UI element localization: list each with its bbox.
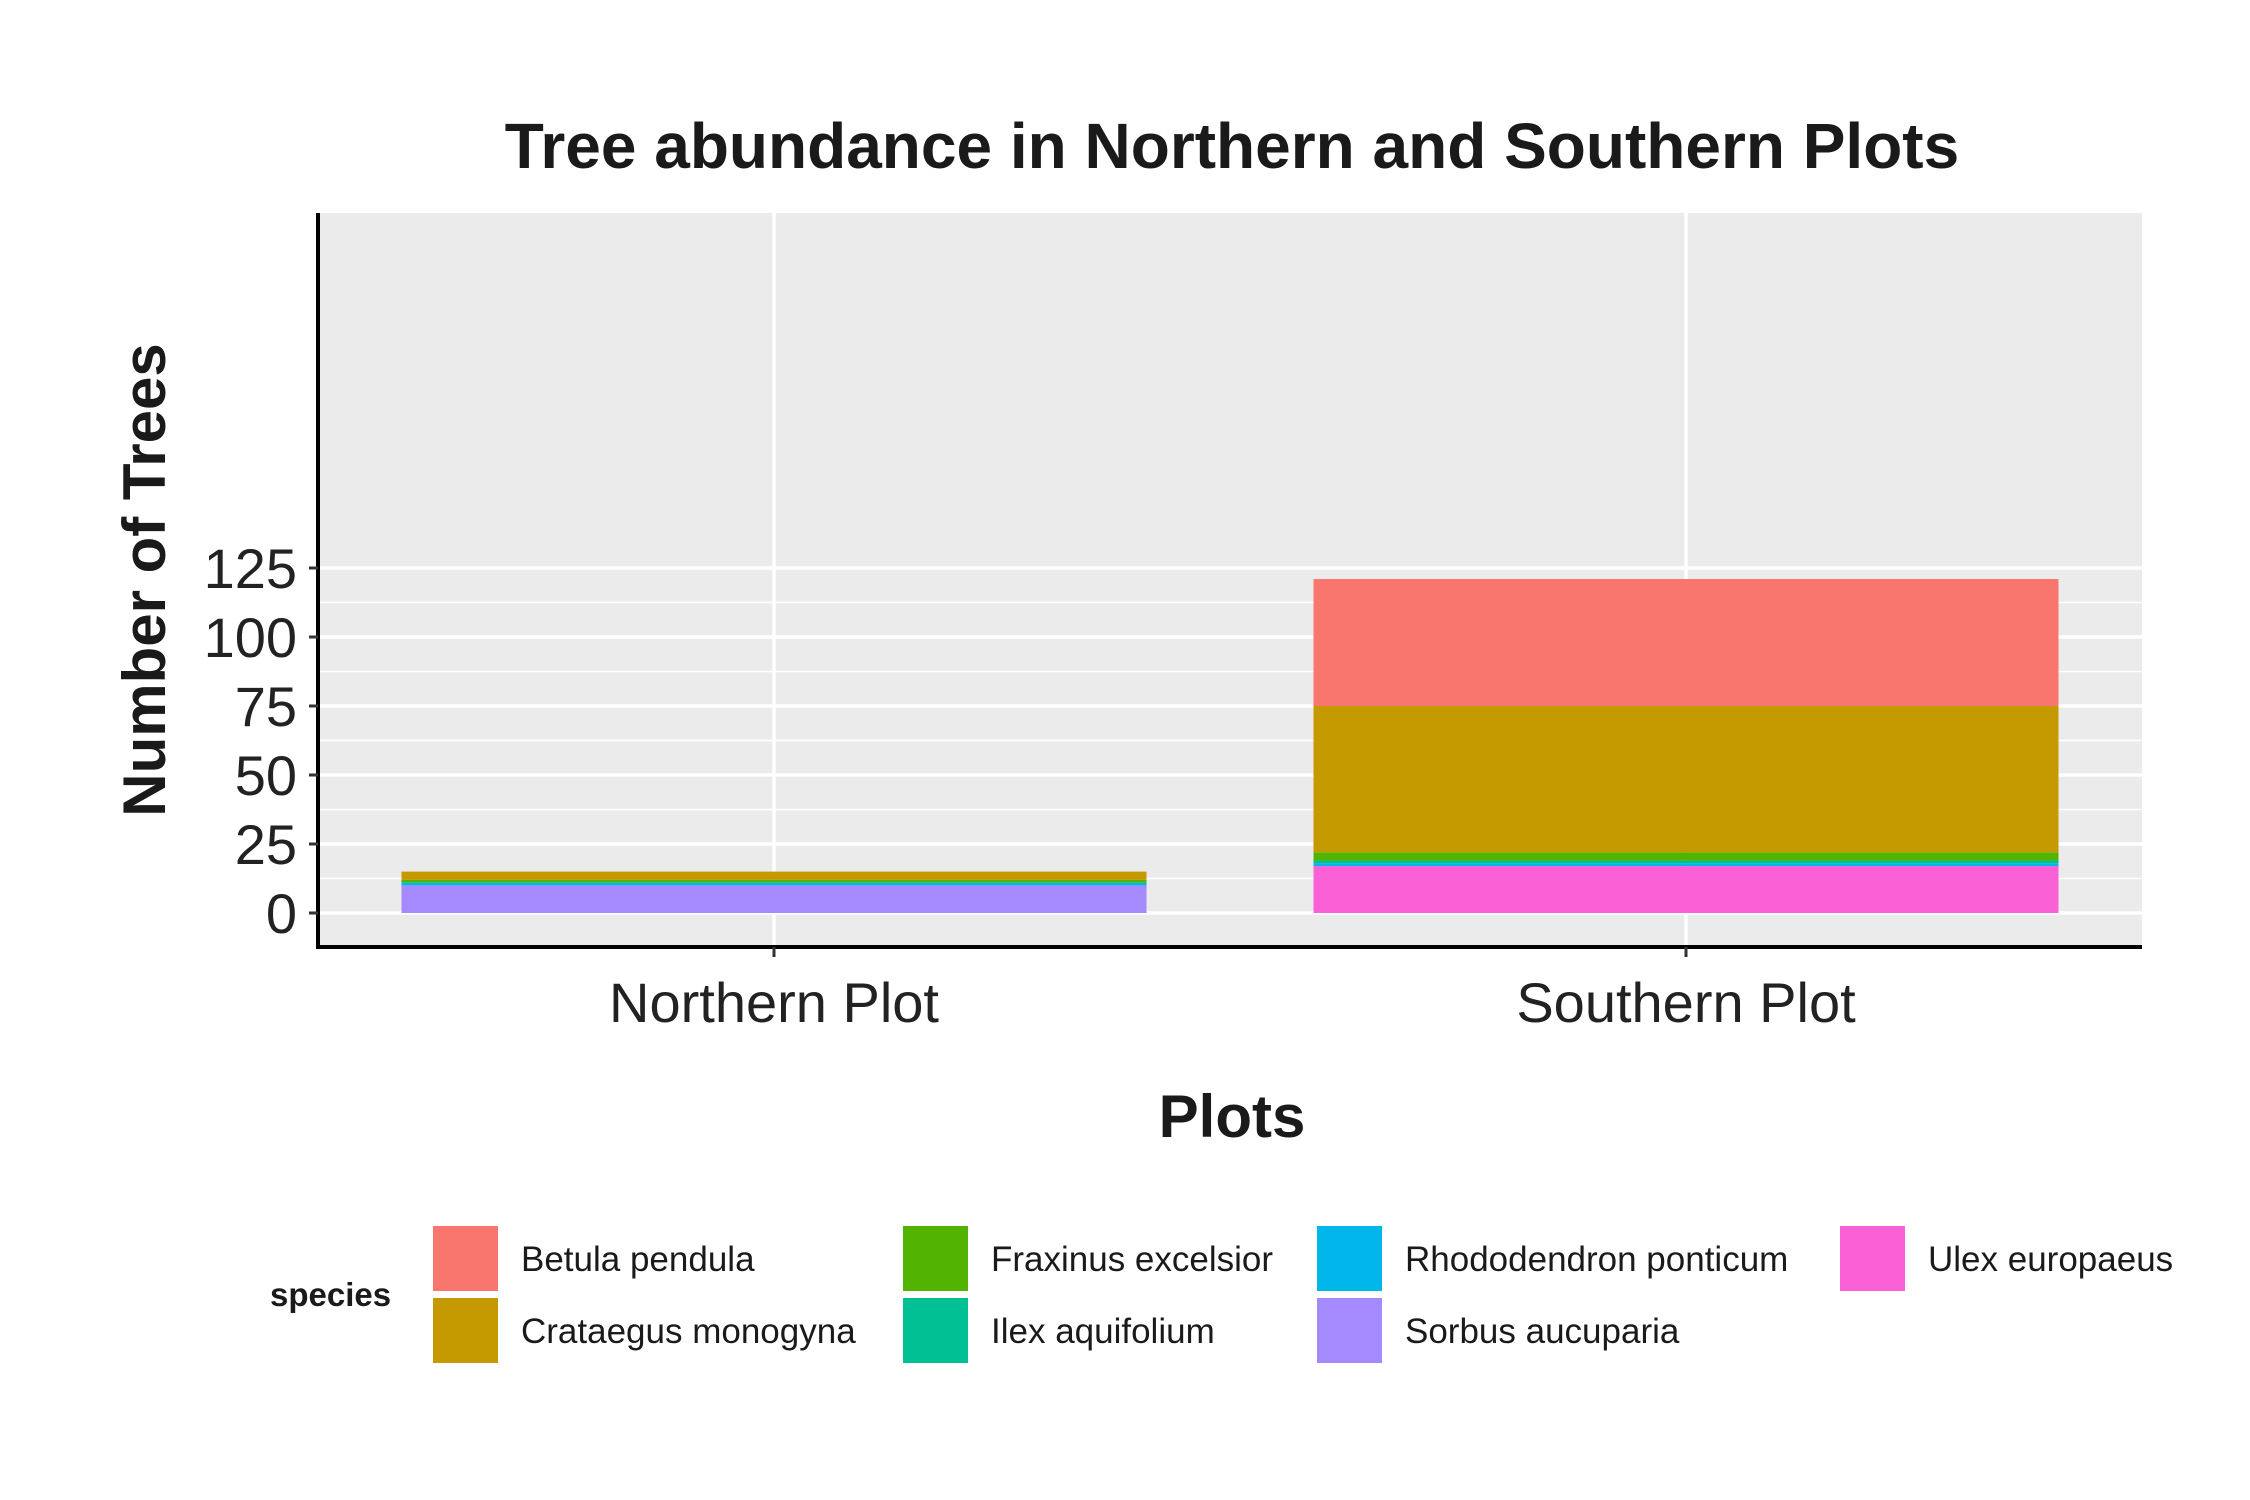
x-tick-label: Northern Plot [609, 971, 939, 1034]
bar-segment [1313, 860, 2059, 864]
bar-segment [1313, 863, 2059, 867]
y-tick-label: 50 [235, 744, 297, 807]
legend-label: Betula pendula [521, 1240, 755, 1279]
bar-segment [401, 882, 1147, 886]
y-tick-label: 25 [235, 813, 297, 876]
legend-label: Rhododendron ponticum [1405, 1240, 1788, 1279]
y-tick-label: 100 [204, 606, 297, 669]
bar-segment [401, 871, 1147, 880]
legend-label: Crataegus monogyna [521, 1312, 856, 1351]
legend-label: Ilex aquifolium [991, 1312, 1215, 1351]
bar-segment [401, 879, 1147, 883]
legend-key [903, 1298, 968, 1363]
x-axis-title: Plots [1159, 1083, 1306, 1150]
bar-segment [1313, 706, 2059, 853]
legend-key [1840, 1226, 1905, 1291]
bars [401, 579, 2059, 913]
y-tick-label: 0 [266, 882, 297, 945]
x-tick-label: Southern Plot [1516, 971, 1856, 1034]
y-tick-label: 75 [235, 675, 297, 738]
legend-key [433, 1226, 498, 1291]
x-axis-ticks: Northern Plot Southern Plot [609, 947, 1856, 1034]
legend-key [1317, 1226, 1382, 1291]
legend-label: Ulex europaeus [1928, 1240, 2173, 1279]
legend-key [903, 1226, 968, 1291]
legend-label: Sorbus aucuparia [1405, 1312, 1680, 1351]
legend-label: Fraxinus excelsior [991, 1240, 1273, 1279]
bar-segment [1313, 866, 2059, 913]
y-axis-title: Number of Trees [111, 343, 178, 816]
legend-key [1317, 1298, 1382, 1363]
bar-segment [1313, 852, 2059, 861]
y-tick-label: 125 [204, 537, 297, 600]
legend-title: species [270, 1276, 391, 1313]
chart-title: Tree abundance in Northern and Southern … [505, 110, 1959, 182]
legend: Betula pendula Crataegus monogyna Fraxinus… [433, 1226, 2173, 1363]
bar-segment [401, 885, 1147, 913]
bar-segment [1313, 579, 2059, 706]
legend-key [433, 1298, 498, 1363]
